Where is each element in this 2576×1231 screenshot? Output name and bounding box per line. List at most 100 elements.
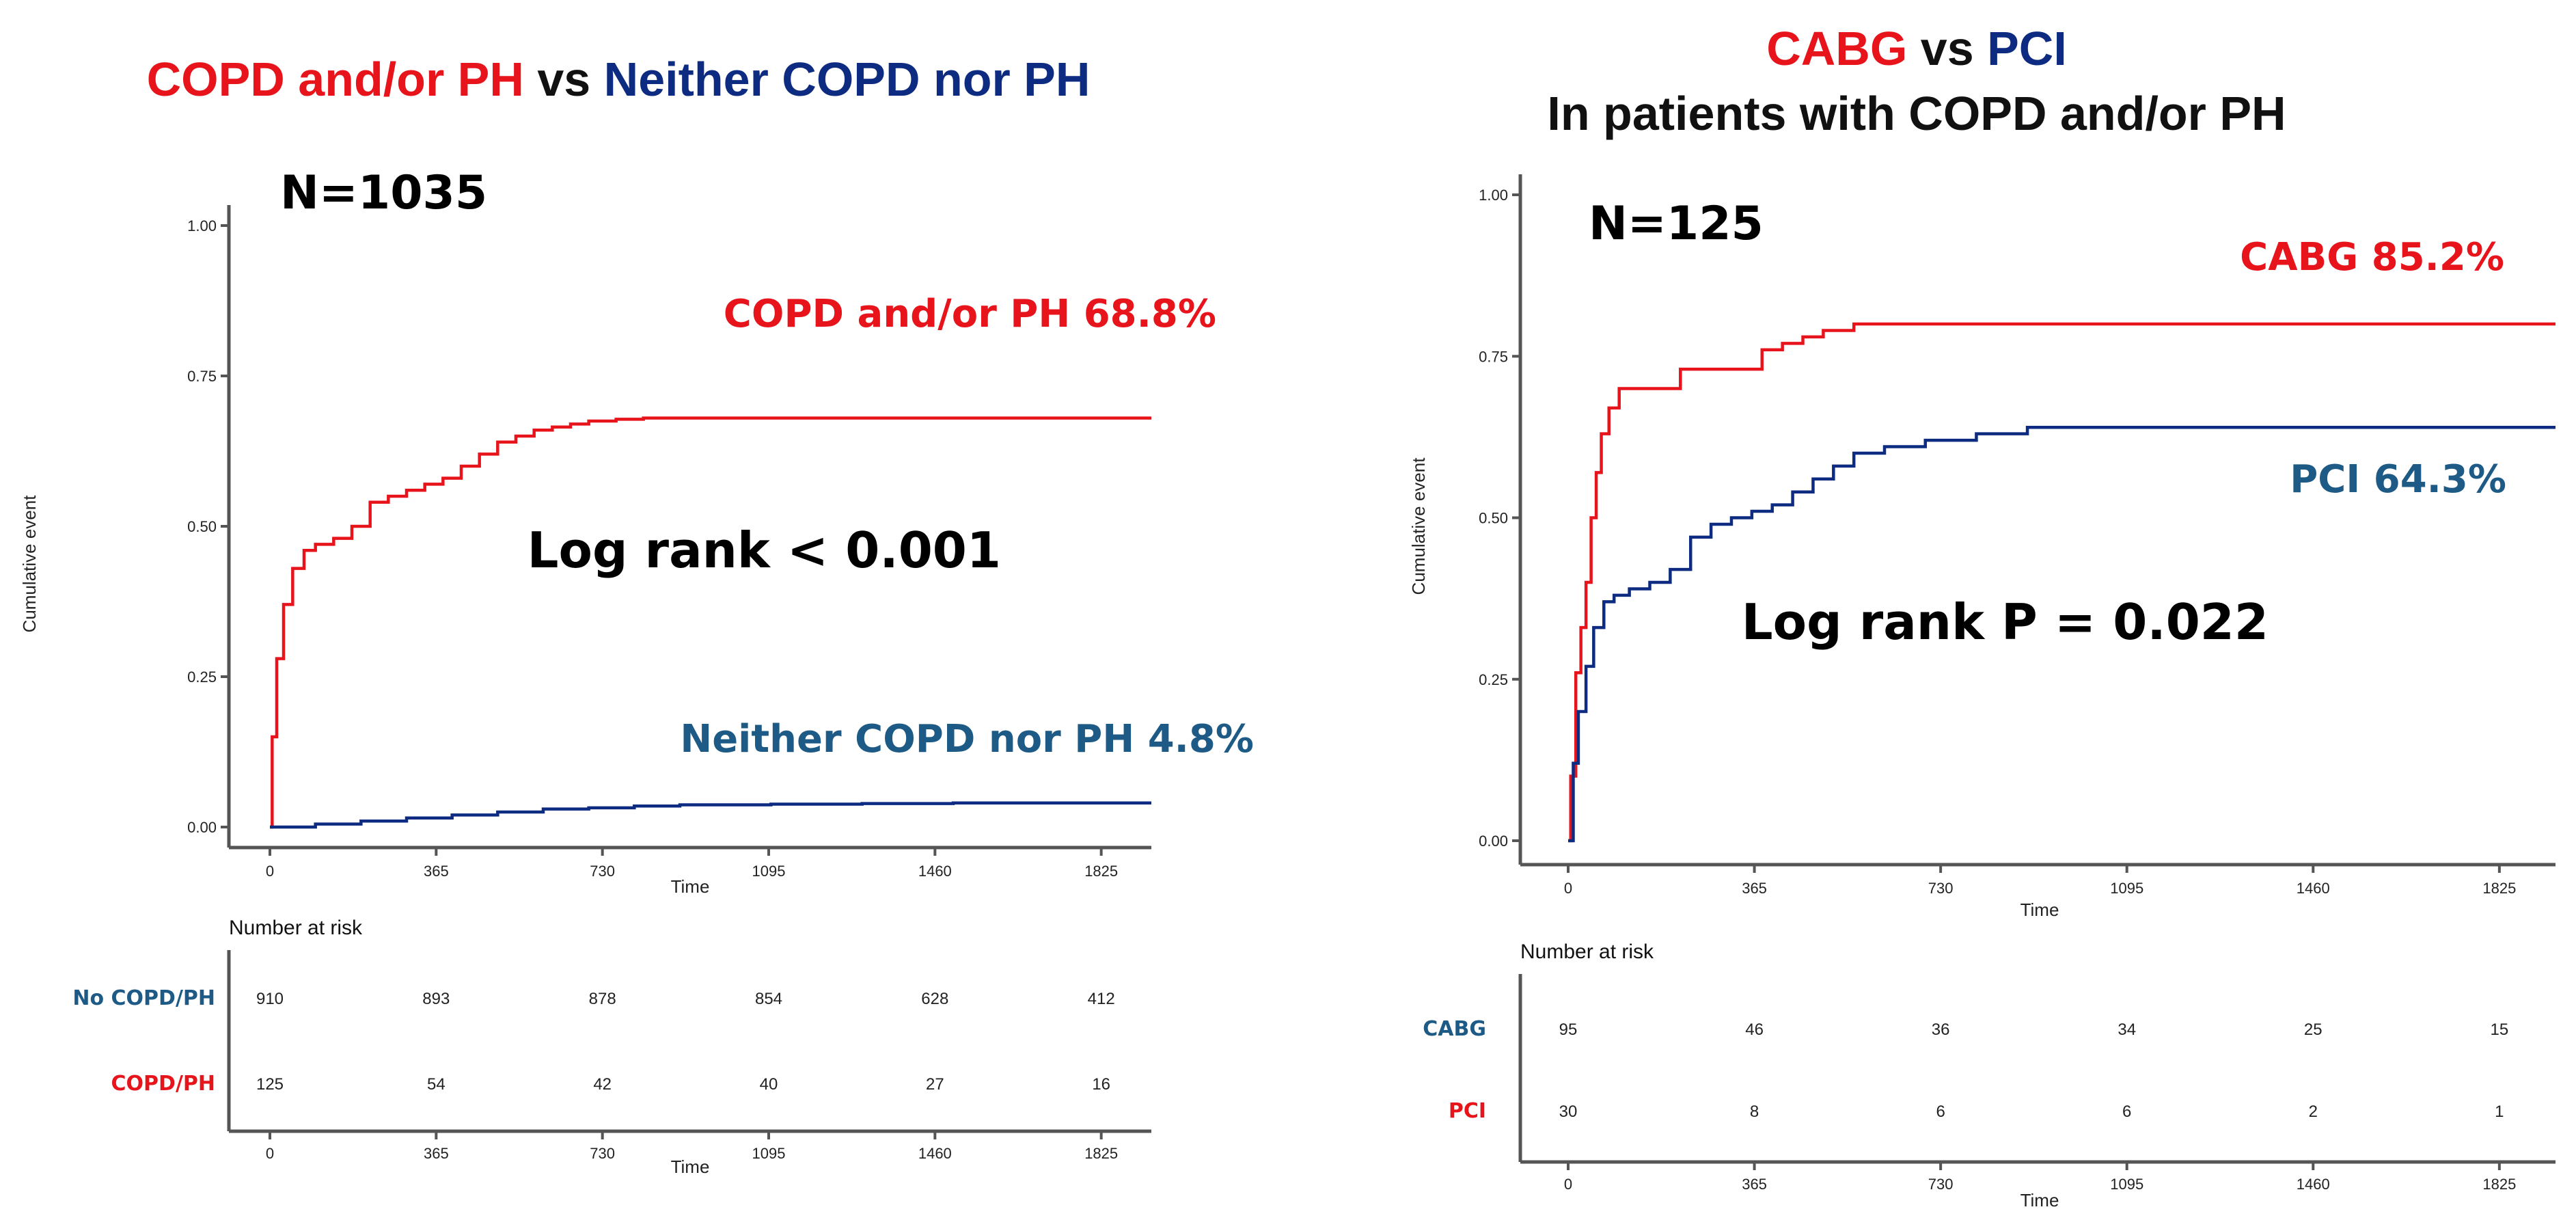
right-risk-x-axis-label: Time <box>2020 1190 2059 1210</box>
left-series-line-blue <box>270 801 1151 829</box>
left-red-series-label: COPD and/or PH 68.8% <box>724 292 1216 336</box>
right-x-tick-label: 365 <box>1742 880 1767 897</box>
right-risk-x-tick-label: 0 <box>1564 1176 1572 1193</box>
left-risk-count: 54 <box>427 1075 446 1094</box>
right-risk-x-tick-label: 365 <box>1742 1176 1767 1193</box>
left-y-tick-label: 0.75 <box>187 368 217 385</box>
right-risk-x-tick-label: 1825 <box>2482 1176 2516 1193</box>
left-y-tick-label: 0.00 <box>187 819 217 836</box>
left-risk-count: 910 <box>256 990 284 1008</box>
right-risk-count: 15 <box>2491 1020 2509 1039</box>
left-x-tick-label: 365 <box>424 863 449 880</box>
right-risk-count: 6 <box>1936 1103 1945 1121</box>
right-x-tick-label: 1460 <box>2297 880 2330 897</box>
left-y-tick-label: 1.00 <box>187 217 217 234</box>
left-risk-x-tick-label: 1460 <box>918 1145 952 1162</box>
left-x-tick-label: 1460 <box>918 863 952 880</box>
left-risk-x-tick-label: 1825 <box>1084 1145 1118 1162</box>
left-y-ticks: 0.00 0.25 0.50 0.75 1.00 <box>187 217 229 836</box>
right-y-tick-label: 0.00 <box>1479 833 1508 850</box>
left-risk-count: 893 <box>422 990 450 1008</box>
right-title-vs: vs <box>1921 22 1987 75</box>
right-risk-count: 46 <box>1745 1020 1764 1039</box>
right-blue-series-label: PCI 64.3% <box>2290 457 2506 502</box>
right-risk-count: 95 <box>1559 1020 1578 1039</box>
left-n-label: N=1035 <box>280 166 487 220</box>
right-x-tick-label: 0 <box>1564 880 1572 897</box>
left-x-axis-label: Time <box>671 876 710 897</box>
left-risk-count: 40 <box>760 1075 778 1094</box>
right-risk-count: 30 <box>1559 1103 1578 1121</box>
right-n-label: N=125 <box>1589 197 1764 251</box>
right-risk-group-label: PCI <box>1449 1099 1486 1123</box>
left-x-tick-label: 1095 <box>752 863 786 880</box>
left-series-line-red <box>270 416 1151 829</box>
left-risk-x-tick-label: 1095 <box>752 1145 786 1162</box>
right-x-tick-label: 1095 <box>2110 880 2143 897</box>
right-y-tick-label: 0.75 <box>1479 348 1508 365</box>
left-x-tick-label: 1825 <box>1084 863 1118 880</box>
left-risk-x-axis-label: Time <box>671 1156 710 1177</box>
left-risk-x-tick-label: 365 <box>424 1145 449 1162</box>
left-y-axis-label: Cumulative event <box>19 495 40 633</box>
right-title-line2: In patients with COPD and/or PH <box>1547 87 2286 140</box>
right-risk-count: 1 <box>2495 1103 2504 1121</box>
right-risk-x-tick-label: 730 <box>1928 1176 1954 1193</box>
right-risk-x-ticks: 0 365 730 1095 1460 1825 <box>1564 1162 2516 1193</box>
right-y-axis-label: Cumulative event <box>1408 457 1429 595</box>
left-risk-count: 16 <box>1092 1075 1110 1094</box>
left-series <box>270 416 1151 829</box>
right-panel: CABG vs PCI In patients with COPD and/or… <box>1408 22 2556 1210</box>
left-risk-count: 854 <box>755 990 782 1008</box>
right-title-part1: CABG <box>1766 22 1907 75</box>
left-panel: COPD and/or PH vs Neither COPD nor PH 0.… <box>19 53 1254 1177</box>
left-risk-count: 27 <box>926 1075 944 1094</box>
left-risk-count: 628 <box>921 990 948 1008</box>
right-risk-count: 2 <box>2309 1103 2318 1121</box>
right-series <box>1568 322 2556 843</box>
right-y-tick-label: 1.00 <box>1479 187 1508 204</box>
left-x-tick-label: 0 <box>266 863 274 880</box>
right-y-tick-label: 0.50 <box>1479 510 1508 527</box>
left-risk-title: Number at risk <box>229 917 363 939</box>
right-y-ticks: 0.00 0.25 0.50 0.75 1.00 <box>1479 187 1520 850</box>
right-risk-count: 36 <box>1932 1020 1950 1039</box>
left-risk-count: 125 <box>256 1075 284 1094</box>
right-risk-title: Number at risk <box>1520 941 1654 963</box>
right-risk-count: 6 <box>2122 1103 2131 1121</box>
left-y-tick-label: 0.50 <box>187 518 217 535</box>
left-risk-table: No COPD/PH 910 893 878 854 628 412 COPD/PH 125 54… <box>72 986 1114 1096</box>
right-risk-x-tick-label: 1460 <box>2297 1176 2330 1193</box>
left-logrank: Log rank < 0.001 <box>527 522 1001 579</box>
right-series-line-blue <box>1568 425 2556 843</box>
right-logrank: Log rank P = 0.022 <box>1742 593 2269 651</box>
left-risk-count: 412 <box>1088 990 1115 1008</box>
right-title-part2: PCI <box>1987 22 2067 75</box>
left-x-ticks: 0 365 730 1095 1460 1825 <box>266 848 1118 880</box>
left-title-part2: Neither COPD nor PH <box>604 53 1091 106</box>
right-risk-table: CABG 95 46 36 34 25 15 PCI 30 8 6 6 2 1 <box>1423 1017 2508 1123</box>
left-blue-series-label: Neither COPD nor PH 4.8% <box>680 717 1254 761</box>
left-risk-count: 878 <box>589 990 616 1008</box>
left-title-part1: COPD and/or PH <box>147 53 524 106</box>
left-risk-group-label: No COPD/PH <box>72 986 215 1010</box>
left-y-tick-label: 0.25 <box>187 668 217 686</box>
right-x-tick-label: 1825 <box>2482 880 2516 897</box>
left-title: COPD and/or PH vs Neither COPD nor PH <box>147 53 1091 106</box>
right-risk-group-label: CABG <box>1423 1017 1486 1041</box>
right-title: CABG vs PCI <box>1766 22 2067 75</box>
left-x-tick-label: 730 <box>590 863 615 880</box>
right-x-tick-label: 730 <box>1928 880 1954 897</box>
left-risk-x-tick-label: 730 <box>590 1145 615 1162</box>
left-risk-count: 42 <box>593 1075 612 1094</box>
right-x-ticks: 0 365 730 1095 1460 1825 <box>1564 865 2516 897</box>
left-title-vs: vs <box>537 53 603 106</box>
right-risk-count: 25 <box>2304 1020 2322 1039</box>
left-risk-group-label: COPD/PH <box>111 1072 215 1096</box>
right-series-line-red <box>1568 322 2556 843</box>
left-risk-x-ticks: 0 365 730 1095 1460 1825 <box>266 1131 1118 1162</box>
right-red-series-label: CABG 85.2% <box>2240 235 2504 280</box>
right-risk-count: 8 <box>1750 1103 1759 1121</box>
right-y-tick-label: 0.25 <box>1479 671 1508 688</box>
